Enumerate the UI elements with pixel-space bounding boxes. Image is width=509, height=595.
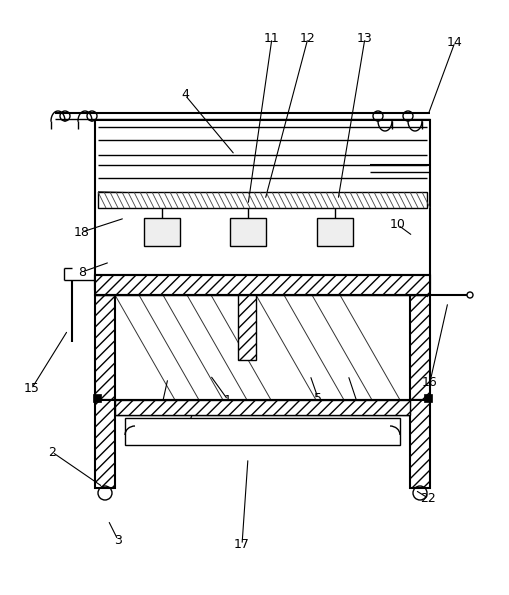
Text: 22: 22 — [420, 491, 436, 505]
Bar — [144, 218, 180, 246]
Text: 16: 16 — [422, 375, 438, 389]
Text: 5: 5 — [314, 392, 322, 405]
Bar — [424, 394, 432, 402]
Bar — [125, 418, 400, 445]
Bar — [95, 275, 430, 295]
Text: 10: 10 — [390, 218, 406, 231]
FancyBboxPatch shape — [98, 192, 427, 208]
Bar — [410, 400, 430, 488]
Text: 12: 12 — [300, 32, 316, 45]
Text: 2: 2 — [48, 446, 56, 459]
Text: 19: 19 — [407, 283, 423, 296]
Bar — [230, 218, 266, 246]
Text: 18: 18 — [74, 226, 90, 239]
Text: 13: 13 — [357, 32, 373, 45]
Text: 11: 11 — [264, 32, 280, 45]
Text: 3: 3 — [114, 534, 122, 546]
Text: 14: 14 — [447, 36, 463, 49]
Bar — [410, 295, 430, 400]
Bar — [95, 295, 115, 400]
Text: 9: 9 — [354, 399, 362, 412]
Text: 7: 7 — [188, 409, 196, 421]
Text: 6: 6 — [158, 399, 166, 412]
Bar — [115, 400, 410, 415]
Text: 1: 1 — [224, 393, 232, 406]
Bar — [93, 394, 101, 402]
Bar — [95, 120, 430, 290]
Bar — [95, 400, 115, 488]
Bar — [317, 218, 353, 246]
Text: 17: 17 — [234, 538, 250, 552]
Text: 8: 8 — [78, 265, 86, 278]
Circle shape — [467, 292, 473, 298]
Text: 15: 15 — [24, 381, 40, 394]
Text: 4: 4 — [181, 89, 189, 102]
Bar — [238, 295, 256, 360]
